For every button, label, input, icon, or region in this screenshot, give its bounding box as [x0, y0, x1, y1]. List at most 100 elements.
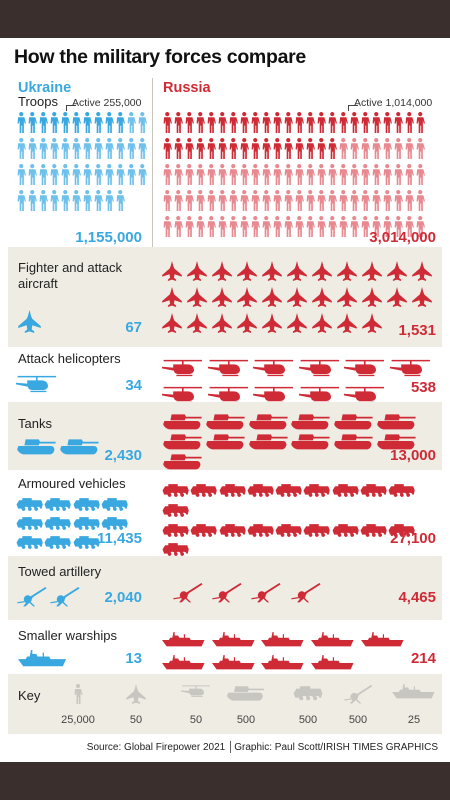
tanks-label: Tanks — [18, 416, 52, 431]
armoured-vehicle-icon — [360, 523, 387, 537]
soldier-icon — [105, 112, 114, 133]
soldier-icon — [28, 112, 37, 133]
soldier-icon — [218, 190, 227, 211]
russia-aircraft-count: 1,531 — [398, 322, 436, 339]
armoured-vehicle-icon — [360, 484, 387, 497]
soldier-icon — [317, 112, 326, 133]
soldier-icon — [127, 112, 136, 133]
russia-helicopter-icons — [162, 358, 442, 412]
armoured-vehicle-icon — [332, 523, 359, 537]
jet-icon — [162, 313, 182, 333]
soldier-icon — [262, 138, 271, 159]
warship-icon — [311, 654, 354, 670]
tank-icon — [334, 434, 373, 450]
key-section — [8, 674, 442, 734]
soldier-icon — [138, 138, 147, 159]
jet-icon — [337, 261, 357, 281]
warship-icon — [162, 654, 205, 670]
soldier-icon — [405, 216, 414, 237]
soldier-icon — [196, 112, 205, 133]
russia-troops-total: 3,014,000 — [369, 229, 436, 246]
soldier-icon — [361, 138, 370, 159]
soldier-icon — [295, 138, 304, 159]
jet-icon — [337, 313, 357, 333]
soldier-icon — [116, 112, 125, 133]
ukraine-tank-icons — [16, 437, 106, 456]
ukraine-warships-count: 13 — [125, 650, 142, 667]
soldier-icon — [361, 164, 370, 185]
soldier-icon — [207, 216, 216, 237]
soldier-icon — [273, 138, 282, 159]
soldier-icon — [372, 138, 381, 159]
infographic: How the military forces compare Ukraine … — [0, 38, 450, 762]
warship-icon — [162, 632, 205, 647]
soldier-icon — [83, 190, 92, 211]
armoured-vehicle-icon — [247, 523, 274, 537]
soldier-icon — [174, 112, 183, 133]
russia-header: Russia — [163, 80, 211, 96]
helicopter-icon — [253, 387, 294, 404]
soldier-icon — [218, 112, 227, 133]
jet-icon — [287, 261, 307, 281]
soldier-icon — [416, 138, 425, 159]
russia-aircraft-icons — [162, 261, 442, 339]
soldier-icon — [218, 164, 227, 185]
soldier-icon — [416, 190, 425, 211]
soldier-icon — [72, 138, 81, 159]
soldier-icon — [72, 190, 81, 211]
soldier-icon — [17, 138, 26, 159]
soldier-icon — [262, 216, 271, 237]
soldier-icon — [251, 216, 260, 237]
armoured-vehicle-icon — [101, 498, 128, 511]
armoured-vehicle-icon — [332, 484, 359, 497]
key-icons: 25,000 50 50 500 500 500 25 — [60, 680, 440, 730]
soldier-icon — [28, 138, 37, 159]
key-item-value: 500 — [236, 714, 256, 726]
soldier-icon — [72, 164, 81, 185]
key-item-value: 50 — [189, 714, 203, 726]
armoured-vehicle-icon — [16, 516, 43, 530]
soldier-icon — [295, 112, 304, 133]
ukraine-aircraft-count: 67 — [125, 319, 142, 336]
warship-icon — [211, 632, 255, 647]
russia-warship-icons — [162, 632, 442, 678]
soldier-icon — [306, 190, 315, 211]
soldier-icon — [350, 138, 359, 159]
warship-icon — [360, 632, 404, 647]
ukraine-tanks-count: 2,430 — [104, 447, 142, 464]
tank-icon — [206, 414, 245, 430]
tank-icon — [377, 414, 416, 430]
jet-icon — [18, 310, 41, 333]
soldier-icon — [251, 112, 260, 133]
soldier-icon — [174, 138, 183, 159]
soldier-icon — [229, 112, 238, 133]
soldier-icon — [207, 164, 216, 185]
soldier-icon — [339, 138, 348, 159]
soldier-icon — [116, 190, 125, 211]
soldier-icon — [240, 138, 249, 159]
soldier-icon — [284, 164, 293, 185]
helicopters-label: Attack helicopters — [18, 351, 121, 366]
artillery-label: Towed artillery — [18, 564, 102, 579]
warship-icon — [392, 684, 435, 699]
tank-icon — [206, 434, 245, 450]
soldier-icon — [284, 138, 293, 159]
armoured-label: Armoured vehicles — [18, 476, 126, 491]
ukraine-artillery-count: 2,040 — [104, 589, 142, 606]
soldier-icon — [317, 216, 326, 237]
soldier-icon — [218, 138, 227, 159]
soldier-icon — [405, 164, 414, 185]
helicopter-icon — [298, 359, 339, 377]
soldier-icon — [361, 216, 370, 237]
soldier-icon — [383, 190, 392, 211]
troops-label: Troops — [18, 94, 58, 109]
tank-icon — [291, 414, 330, 430]
soldier-icon — [394, 190, 403, 211]
key-item: 25,000 — [52, 680, 104, 730]
soldier-icon — [284, 112, 293, 133]
jet-icon — [212, 313, 232, 333]
soldier-icon — [94, 190, 103, 211]
russia-tank-icons — [162, 412, 442, 473]
tank-icon — [163, 454, 202, 470]
soldier-icon — [251, 190, 260, 211]
